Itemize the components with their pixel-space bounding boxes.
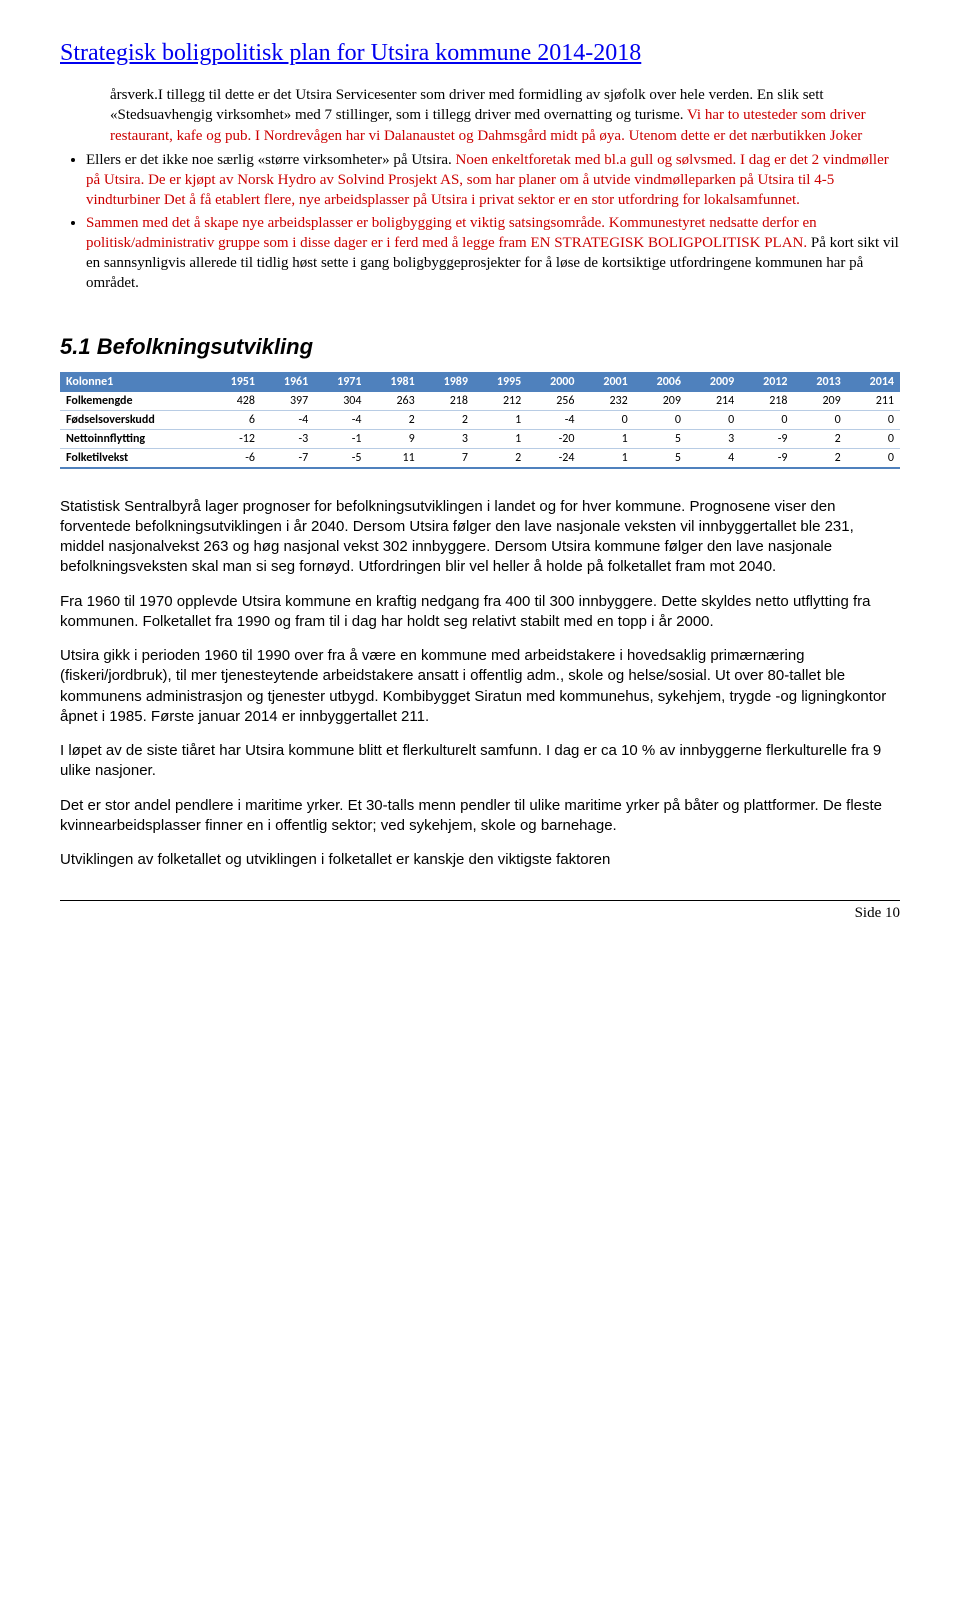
table-cell: -6 — [208, 448, 261, 468]
intro-paragraph: årsverk.I tillegg til dette er det Utsir… — [110, 85, 900, 146]
table-cell: 397 — [261, 392, 314, 411]
table-cell: 1 — [474, 410, 527, 429]
table-cell: 5 — [634, 429, 687, 448]
table-cell: 211 — [847, 392, 900, 411]
table-cell: 1 — [580, 448, 633, 468]
bullet-list: Ellers er det ikke noe særlig «større vi… — [86, 150, 900, 294]
table-header-cell: 2013 — [793, 372, 846, 392]
table-cell: -5 — [314, 448, 367, 468]
table-header-cell: 2001 — [580, 372, 633, 392]
table-cell: 0 — [847, 448, 900, 468]
list-item: Ellers er det ikke noe særlig «større vi… — [86, 150, 900, 211]
table-header-cell: 2012 — [740, 372, 793, 392]
paragraph: I løpet av de siste tiåret har Utsira ko… — [60, 741, 900, 782]
table-header-cell: 1981 — [367, 372, 420, 392]
table-cell: 218 — [740, 392, 793, 411]
table-header-cell: 1961 — [261, 372, 314, 392]
table-cell: -3 — [261, 429, 314, 448]
table-cell: 1 — [474, 429, 527, 448]
list-item: Sammen med det å skape nye arbeidsplasse… — [86, 213, 900, 294]
table-header-cell: 2000 — [527, 372, 580, 392]
table-cell: 0 — [847, 429, 900, 448]
page-footer: Side 10 — [60, 900, 900, 922]
table-cell: 428 — [208, 392, 261, 411]
table-cell: 4 — [687, 448, 740, 468]
population-table: Kolonne119511961197119811989199520002001… — [60, 372, 900, 469]
table-row: Nettoinnflytting-12-3-1931-20153-920 — [60, 429, 900, 448]
table-cell: 2 — [793, 429, 846, 448]
table-row: Fødselsoverskudd6-4-4221-4000000 — [60, 410, 900, 429]
table-cell: -4 — [527, 410, 580, 429]
table-cell: 0 — [634, 410, 687, 429]
table-cell: 2 — [793, 448, 846, 468]
paragraph: Statistisk Sentralbyrå lager prognoser f… — [60, 497, 900, 578]
paragraph: Utviklingen av folketallet og utviklinge… — [60, 850, 900, 870]
table-cell: 218 — [421, 392, 474, 411]
table-cell: 2 — [474, 448, 527, 468]
paragraph: Fra 1960 til 1970 opplevde Utsira kommun… — [60, 592, 900, 633]
table-cell: -4 — [261, 410, 314, 429]
table-cell: 0 — [793, 410, 846, 429]
table-cell: 212 — [474, 392, 527, 411]
table-cell: 214 — [687, 392, 740, 411]
page-title: Strategisk boligpolitisk plan for Utsira… — [60, 40, 900, 67]
table-cell: 263 — [367, 392, 420, 411]
bullet-red: Sammen med det å skape nye arbeidsplasse… — [86, 215, 817, 251]
table-cell: -24 — [527, 448, 580, 468]
table-cell: -9 — [740, 448, 793, 468]
table-cell: 232 — [580, 392, 633, 411]
bullet-pre: Ellers er det ikke noe særlig «større vi… — [86, 152, 456, 168]
table-header-cell: 2014 — [847, 372, 900, 392]
table-header-cell: 2009 — [687, 372, 740, 392]
table-cell: 0 — [580, 410, 633, 429]
paragraph: Det er stor andel pendlere i maritime yr… — [60, 796, 900, 837]
table-cell: 0 — [740, 410, 793, 429]
table-cell: 2 — [421, 410, 474, 429]
table-cell: 6 — [208, 410, 261, 429]
table-cell: Folketilvekst — [60, 448, 208, 468]
table-cell: 0 — [687, 410, 740, 429]
table-header-cell: 1989 — [421, 372, 474, 392]
paragraph: Utsira gikk i perioden 1960 til 1990 ove… — [60, 646, 900, 727]
table-cell: -9 — [740, 429, 793, 448]
table-cell: -7 — [261, 448, 314, 468]
table-cell: 209 — [634, 392, 687, 411]
table-header-cell: 1971 — [314, 372, 367, 392]
table-cell: -20 — [527, 429, 580, 448]
table-cell: 209 — [793, 392, 846, 411]
table-cell: Folkemengde — [60, 392, 208, 411]
table-cell: -12 — [208, 429, 261, 448]
section-heading: 5.1 Befolkningsutvikling — [60, 334, 900, 360]
table-cell: Fødselsoverskudd — [60, 410, 208, 429]
table-header-cell: 2006 — [634, 372, 687, 392]
table-cell: 304 — [314, 392, 367, 411]
table-header-cell: 1951 — [208, 372, 261, 392]
table-cell: 1 — [580, 429, 633, 448]
intro-text-a: årsverk.I tillegg til dette er det Utsir… — [110, 87, 753, 103]
table-cell: 11 — [367, 448, 420, 468]
table-cell: 3 — [687, 429, 740, 448]
table-cell: -1 — [314, 429, 367, 448]
table-cell: Nettoinnflytting — [60, 429, 208, 448]
table-cell: 256 — [527, 392, 580, 411]
table-header-row: Kolonne119511961197119811989199520002001… — [60, 372, 900, 392]
table-row: Folketilvekst-6-7-51172-24154-920 — [60, 448, 900, 468]
table-cell: 3 — [421, 429, 474, 448]
table-cell: 5 — [634, 448, 687, 468]
table-header-cell: Kolonne1 — [60, 372, 208, 392]
table-header-cell: 1995 — [474, 372, 527, 392]
table-cell: 9 — [367, 429, 420, 448]
table-cell: 2 — [367, 410, 420, 429]
table-cell: -4 — [314, 410, 367, 429]
table-cell: 7 — [421, 448, 474, 468]
table-row: Folkemengde42839730426321821225623220921… — [60, 392, 900, 411]
table-cell: 0 — [847, 410, 900, 429]
